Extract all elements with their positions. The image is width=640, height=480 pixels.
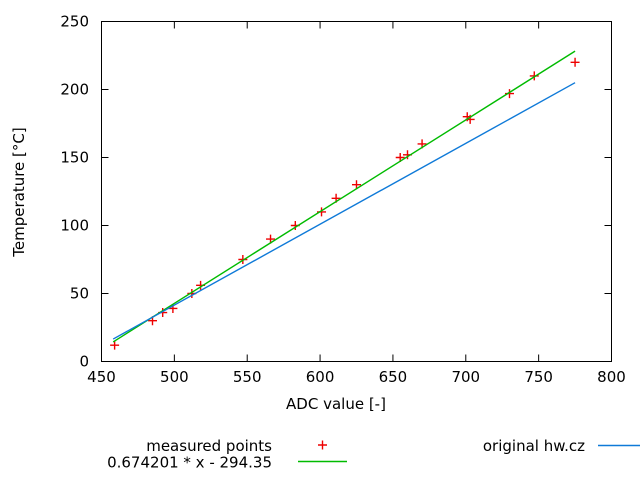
x-tick-label: 450 [87,368,116,386]
y-tick-label: 250 [60,13,89,31]
x-tick-label: 700 [451,368,480,386]
data-point-plus [570,57,580,67]
series-points-measured-points [110,57,580,350]
plot-border [101,21,612,362]
data-point-plus [352,180,361,190]
y-axis-label: Temperature [°C] [10,127,28,257]
plot-series [110,50,580,350]
data-point-plus [110,340,120,350]
x-tick-label: 650 [379,368,408,386]
x-tick-label: 550 [233,368,262,386]
x-tick-label: 500 [160,368,189,386]
x-axis-label: ADC value [-] [286,395,386,413]
x-tick-label: 750 [524,368,553,386]
series-line-original-hw-cz [112,82,576,340]
legend-label-fit-equation: 0.674201 * x - 294.35 [107,454,272,472]
y-tick-label: 200 [60,81,89,99]
legend: measured points 0.674201 * x - 294.35 or… [107,437,640,472]
y-axis-ticks: 0 50 100 150 200 250 [60,13,612,371]
data-point-plus [529,71,539,81]
series-line-0-674201-x-294-35 [112,50,576,343]
y-tick-label: 150 [60,149,89,167]
x-tick-label: 800 [597,368,626,386]
y-tick-label: 100 [60,217,89,235]
legend-label-original-hwcz: original hw.cz [483,437,585,455]
x-tick-label: 600 [306,368,335,386]
y-tick-label: 0 [79,353,89,371]
legend-plus-marker-icon [318,440,327,450]
y-tick-label: 50 [70,285,89,303]
x-axis-ticks: 450 500 550 600 650 700 750 800 [87,21,626,386]
legend-label-measured-points: measured points [146,437,272,455]
